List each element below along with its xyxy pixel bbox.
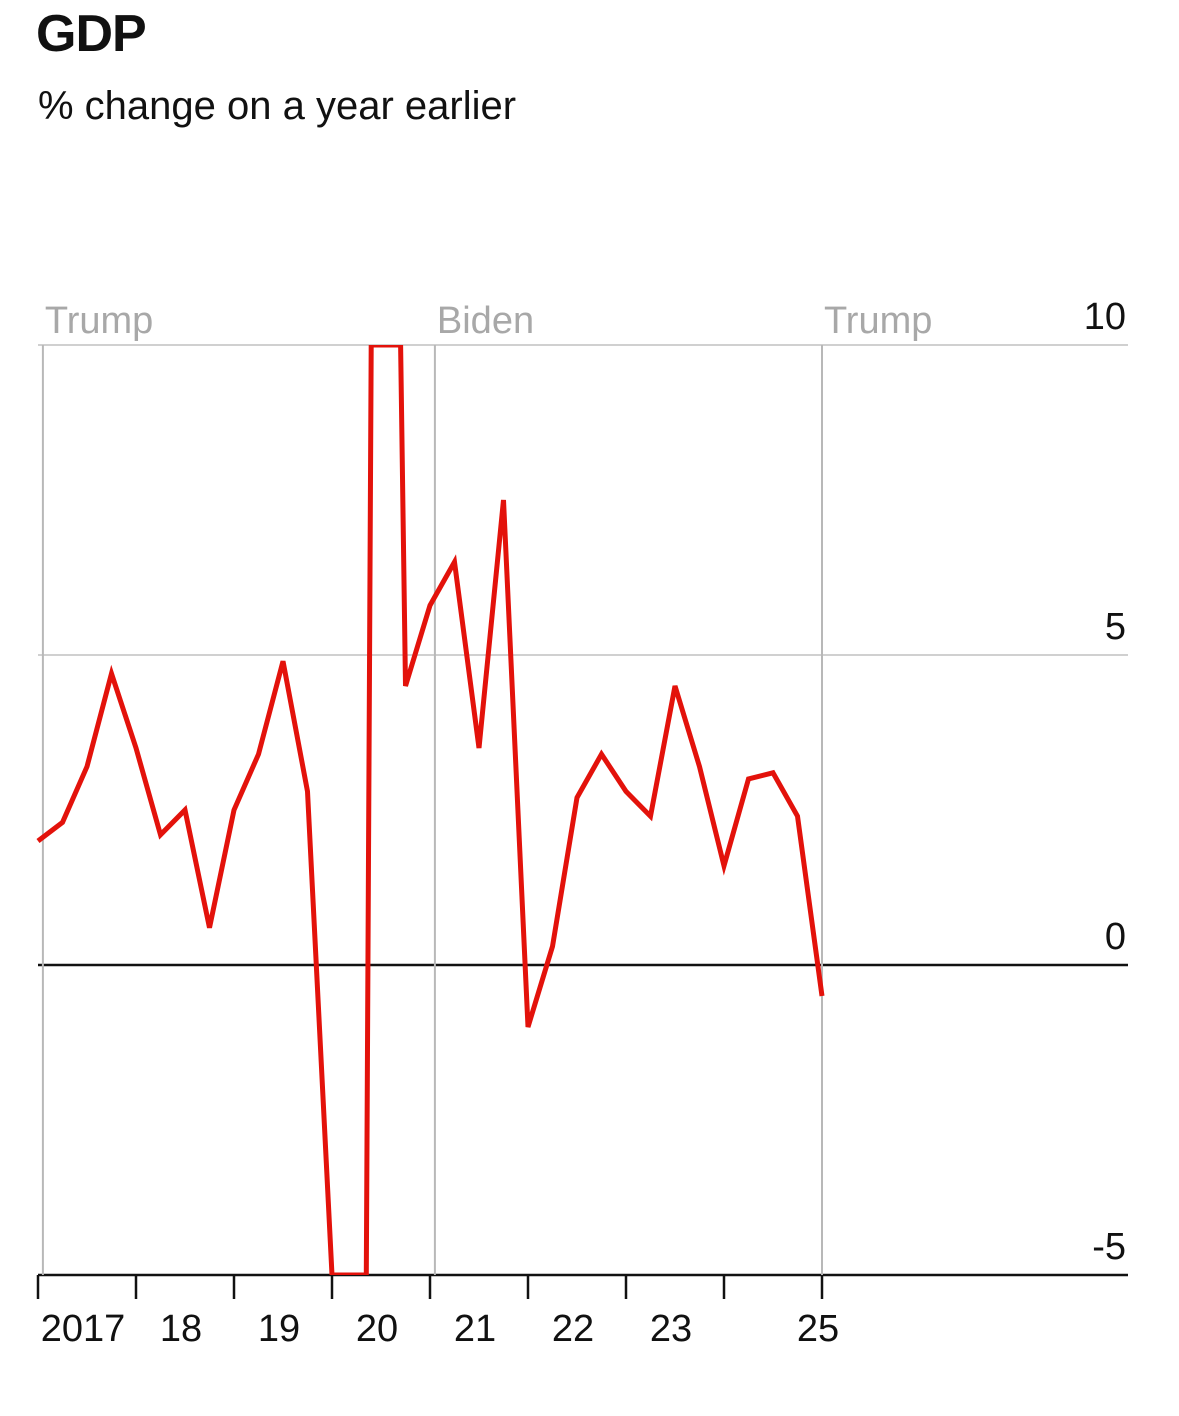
x-tick-label: 18: [160, 1308, 202, 1350]
y-tick-label: 10: [1084, 296, 1126, 338]
x-tick-label: 20: [356, 1308, 398, 1350]
era-lines: Trump Biden Trump: [41, 300, 932, 1275]
x-axis: 2017 18 19 20 21 22 23 25: [36, 1275, 839, 1350]
era-label: Trump: [45, 300, 153, 342]
y-tick-label: 5: [1105, 606, 1126, 648]
x-tick-label: 2017: [41, 1308, 126, 1350]
x-tick-label: 22: [552, 1308, 594, 1350]
chart-title: GDP: [36, 5, 147, 63]
gdp-series-line: [36, 345, 825, 1275]
y-tick-label: 0: [1105, 916, 1126, 958]
x-tick-label: 25: [797, 1308, 839, 1350]
chart-subtitle: % change on a year earlier: [38, 84, 517, 128]
x-tick-label: 21: [454, 1308, 496, 1350]
x-tick-label: 19: [258, 1308, 300, 1350]
era-label: Trump: [824, 300, 932, 342]
gridlines: [38, 344, 1128, 1277]
y-axis-labels: 10 5 0 -5: [1084, 296, 1126, 1268]
era-label: Biden: [437, 300, 534, 342]
series-layer: [36, 345, 825, 1275]
y-tick-label: -5: [1092, 1226, 1126, 1268]
x-tick-label: 23: [650, 1308, 692, 1350]
